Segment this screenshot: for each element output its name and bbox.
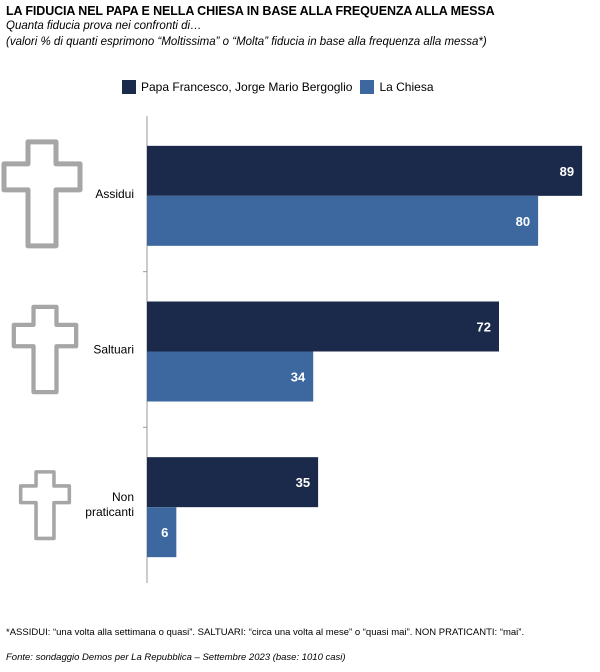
category-label: Non: [112, 490, 134, 504]
legend-item-chiesa: La Chiesa: [360, 80, 434, 94]
bar: [147, 507, 177, 558]
category-label: Assidui: [95, 187, 134, 201]
category-label: praticanti: [85, 505, 134, 519]
bar: [147, 145, 583, 196]
legend-label-papa: Papa Francesco, Jorge Mario Bergoglio: [141, 80, 353, 94]
chart-title: LA FIDUCIA NEL PAPA E NELLA CHIESA IN BA…: [6, 4, 495, 18]
data-label: 6: [161, 525, 168, 540]
chart-subtitle-note: (valori % di quanti esprimono “Moltissim…: [6, 36, 487, 48]
cross-icon: [11, 304, 79, 395]
bar: [147, 457, 319, 508]
data-label: 72: [477, 320, 491, 335]
legend-swatch-papa: [122, 80, 136, 94]
category-label: Saltuari: [93, 343, 134, 357]
data-label: 89: [560, 164, 574, 179]
bar: [147, 195, 539, 246]
legend-swatch-chiesa: [360, 80, 375, 94]
source-note: Fonte: sondaggio Demos per La Repubblica…: [6, 652, 346, 663]
legend-item-papa: Papa Francesco, Jorge Mario Bergoglio: [122, 80, 352, 94]
bar: [147, 301, 499, 352]
cross-icon: [1, 139, 83, 249]
data-label: 35: [296, 475, 310, 490]
data-label: 34: [291, 370, 306, 385]
legend: Papa Francesco, Jorge Mario Bergoglio La…: [122, 80, 442, 94]
footnote: *ASSIDUI: “una volta alla settimana o qu…: [6, 627, 525, 638]
chart-subtitle: Quanta fiducia prova nei confronti di…: [6, 20, 202, 32]
legend-label-chiesa: La Chiesa: [379, 80, 434, 94]
data-label: 80: [516, 214, 530, 229]
bar: [147, 351, 314, 402]
cross-icon: [18, 470, 72, 541]
